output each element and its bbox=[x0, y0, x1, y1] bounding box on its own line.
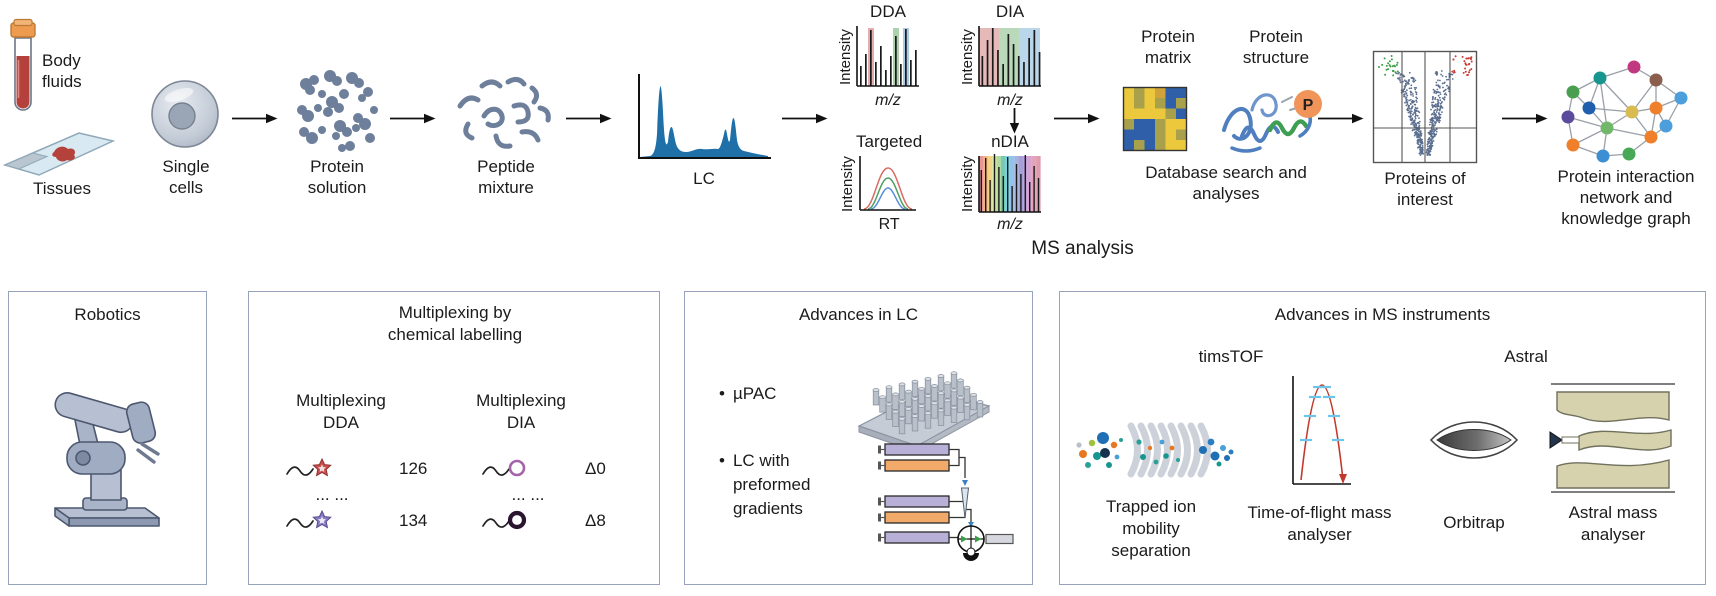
targeted-ylabel: Intensity bbox=[839, 156, 856, 212]
single-cells-label: Single cells bbox=[162, 157, 210, 197]
flow-arrow-6 bbox=[1318, 113, 1364, 124]
dda-ylabel: Intensity bbox=[837, 29, 854, 85]
tmt-134-value: 134 bbox=[399, 511, 428, 530]
peptide-mixture-label: Peptide mixture bbox=[477, 157, 535, 197]
targeted-title: Targeted bbox=[856, 132, 923, 151]
dda-title: DDA bbox=[870, 2, 906, 21]
mdia-tag-d8-icon bbox=[482, 510, 527, 530]
preformed-gradient-label: LC with preformed gradients bbox=[732, 451, 811, 518]
advances-ms-box: Advances in MS instruments timsTOF Astra… bbox=[1059, 291, 1706, 585]
multiplexing-title: Multiplexing by chemical labelling bbox=[387, 303, 523, 344]
lc-chromatogram bbox=[638, 74, 771, 159]
dda-xlabel: m/z bbox=[875, 92, 901, 109]
phospho-badge: P bbox=[1303, 97, 1314, 114]
ndia-spectrum bbox=[978, 154, 1041, 213]
blood-tube-icon bbox=[10, 18, 36, 111]
orbitrap-icon bbox=[1429, 421, 1519, 459]
volcano-plot bbox=[1372, 50, 1478, 164]
robotics-box: Robotics bbox=[8, 291, 207, 585]
bullet-dot: • bbox=[719, 384, 725, 403]
timstof-title: timsTOF bbox=[1198, 347, 1264, 366]
mdia-d0-value: Δ0 bbox=[585, 459, 606, 478]
dia-ellipsis: ... ... bbox=[511, 485, 545, 504]
tof-caption: Time-of-flight mass analyser bbox=[1247, 503, 1392, 544]
dia-title: DIA bbox=[995, 2, 1025, 21]
astral-analyser-icon bbox=[1549, 383, 1675, 493]
preformed-gradient-lc-icon bbox=[878, 443, 1014, 561]
tof-analyser-icon bbox=[1292, 376, 1351, 485]
upac-bullet: • µPAC bbox=[719, 382, 849, 406]
tissues-label: Tissues bbox=[33, 179, 91, 198]
flow-arrow-3 bbox=[566, 113, 612, 124]
dda-spectrum bbox=[856, 26, 919, 87]
targeted-xlabel: RT bbox=[878, 216, 900, 233]
advances-lc-box: Advances in LC • µPAC • LC with preforme… bbox=[684, 291, 1033, 585]
body-fluids-label: Body fluids bbox=[42, 51, 82, 91]
orbitrap-caption: Orbitrap bbox=[1443, 513, 1505, 532]
protein-structure-ribbon: P bbox=[1222, 90, 1322, 153]
bullet-dot: • bbox=[719, 451, 725, 470]
multiplexing-dia-header: Multiplexing DIA bbox=[476, 391, 566, 432]
dia-xlabel: m/z bbox=[997, 92, 1023, 109]
protein-matrix-heatmap bbox=[1122, 86, 1188, 152]
dda-panel: DDA Intensity m/z bbox=[837, 2, 922, 112]
phospho-badge-circle bbox=[1294, 90, 1322, 118]
protein-matrix-label: Protein matrix bbox=[1141, 27, 1195, 67]
tissue-slide-icon bbox=[2, 132, 116, 176]
mdia-tag-d0-icon bbox=[482, 459, 526, 477]
dia-to-ndia-arrow bbox=[1009, 108, 1020, 134]
proteins-of-interest-label: Proteins of interest bbox=[1384, 169, 1466, 209]
ndia-xlabel: m/z bbox=[997, 216, 1023, 233]
tmt-126-value: 126 bbox=[399, 459, 428, 478]
ndia-title: nDIA bbox=[991, 132, 1029, 151]
peptide-mixture-icon bbox=[457, 76, 551, 149]
targeted-chromatogram bbox=[859, 156, 916, 211]
interaction-network-graph bbox=[1561, 60, 1688, 163]
single-cell-icon bbox=[151, 80, 219, 148]
ndia-panel: nDIA Intensity m/z bbox=[959, 132, 1044, 236]
dda-ellipsis: ... ... bbox=[315, 485, 349, 504]
flow-arrow-5 bbox=[1054, 113, 1100, 124]
ms-analysis-caption: MS analysis bbox=[1031, 238, 1134, 259]
trapped-ion-mobility-icon bbox=[1076, 422, 1234, 478]
robot-arm-illustration bbox=[54, 392, 160, 527]
robotics-title: Robotics bbox=[74, 305, 141, 324]
dia-spectrum bbox=[978, 26, 1041, 87]
advances-lc-title: Advances in LC bbox=[798, 305, 919, 324]
protein-solution-label: Protein solution bbox=[307, 157, 367, 197]
tmt-tag-134-icon bbox=[286, 509, 332, 529]
flow-arrow-4 bbox=[782, 113, 828, 124]
multiplexing-box: Multiplexing by chemical labelling Multi… bbox=[248, 291, 660, 585]
targeted-panel: Targeted Intensity RT bbox=[839, 132, 923, 236]
flow-arrow-2 bbox=[390, 113, 436, 124]
dia-ylabel: Intensity bbox=[959, 29, 976, 85]
dia-panel: DIA Intensity m/z bbox=[959, 2, 1044, 112]
multiplexing-dda-header: Multiplexing DDA bbox=[296, 391, 386, 432]
tims-caption: Trapped ion mobility separation bbox=[1105, 497, 1197, 560]
lc-label: LC bbox=[693, 169, 715, 188]
database-search-caption: Database search and analyses bbox=[1145, 163, 1307, 203]
upac-label: µPAC bbox=[732, 384, 777, 403]
protein-structure-label: Protein structure bbox=[1242, 27, 1310, 67]
flow-arrow-1 bbox=[232, 113, 278, 124]
astral-title: Astral bbox=[1504, 347, 1548, 366]
network-label: Protein interaction network and knowledg… bbox=[1557, 167, 1695, 228]
mdia-d8-value: Δ8 bbox=[585, 511, 606, 530]
tmt-tag-126-icon bbox=[286, 457, 332, 477]
preformed-gradient-bullet: • LC with preformed gradients bbox=[719, 449, 839, 521]
protein-solution-icon bbox=[297, 70, 378, 152]
ndia-ylabel: Intensity bbox=[959, 156, 976, 212]
astral-caption: Astral mass analyser bbox=[1568, 503, 1658, 544]
flow-arrow-7 bbox=[1502, 113, 1548, 124]
advances-ms-title: Advances in MS instruments bbox=[1274, 305, 1491, 324]
